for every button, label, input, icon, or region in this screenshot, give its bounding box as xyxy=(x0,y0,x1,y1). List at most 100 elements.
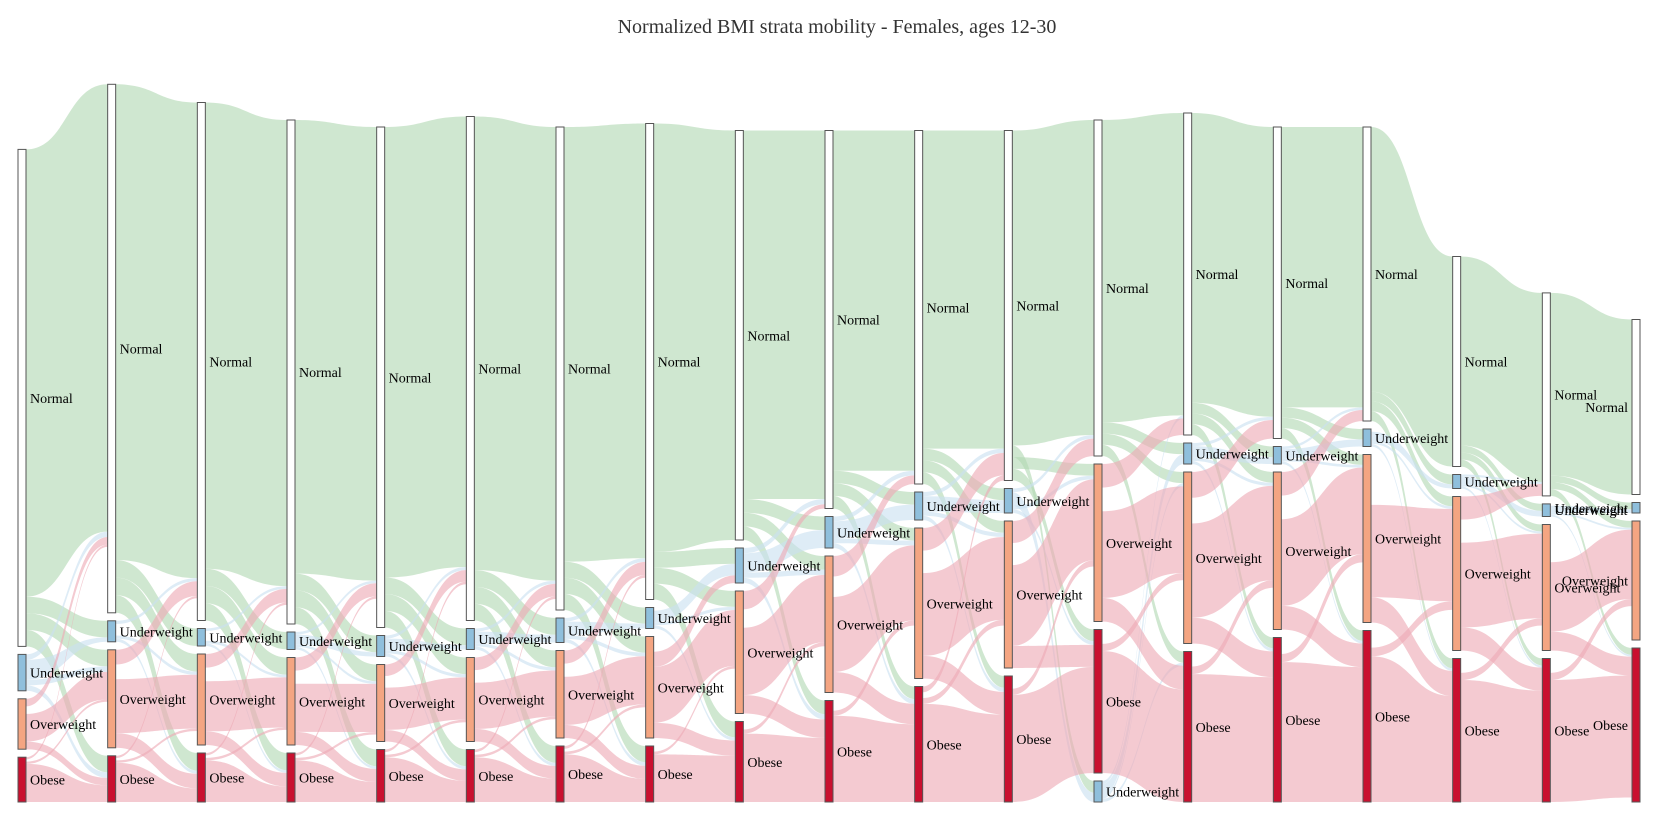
flow-obese-to-normal xyxy=(295,596,377,756)
flow-underweight-to-overweight xyxy=(384,650,467,678)
flow-normal-to-normal xyxy=(833,130,915,471)
flow-normal-to-overweight xyxy=(1550,482,1632,528)
node-underweight-col-0 xyxy=(17,653,27,692)
flow-obese-to-obese xyxy=(653,754,736,802)
flow-normal-to-normal xyxy=(1191,113,1274,417)
node-overweight-col-7 xyxy=(645,636,655,739)
flow-underweight-to-underweight xyxy=(1550,505,1632,513)
flow-underweight-to-normal xyxy=(564,558,646,622)
flow-overweight-to-obese xyxy=(564,724,646,779)
flow-obese-to-overweight xyxy=(653,665,736,755)
flow-overweight-to-normal xyxy=(205,588,287,668)
flow-obese-to-overweight xyxy=(1371,601,1453,657)
flow-underweight-to-underweight xyxy=(474,631,556,644)
label-underweight-col-7: Underweight xyxy=(658,612,731,627)
flow-obese-to-obese xyxy=(743,733,825,802)
flow-overweight-to-obese xyxy=(205,731,287,787)
flow-overweight-to-obese xyxy=(833,672,915,725)
flow-overweight-to-overweight xyxy=(295,683,377,733)
flow-underweight-to-underweight xyxy=(1371,431,1453,489)
flow-underweight-to-normal xyxy=(1102,415,1184,785)
flow-normal-to-underweight xyxy=(474,570,556,635)
flow-obese-to-overweight xyxy=(295,732,377,761)
node-obese-col-4 xyxy=(376,749,386,803)
flow-normal-to-overweight xyxy=(26,613,108,667)
label-normal-col-3: Normal xyxy=(299,366,342,381)
node-normal-col-0 xyxy=(17,148,27,647)
label-underweight-col-0: Underweight xyxy=(30,667,103,682)
label-normal-col-9: Normal xyxy=(837,314,880,329)
node-underweight-col-16 xyxy=(1452,474,1462,489)
label-overweight-col-1: Overweight xyxy=(120,693,186,708)
flow-underweight-to-overweight xyxy=(26,666,108,686)
flow-obese-to-obese xyxy=(1102,651,1184,802)
node-obese-col-13 xyxy=(1183,651,1193,803)
label-obese-col-3: Obese xyxy=(299,772,334,787)
flow-obese-to-obese xyxy=(474,757,556,802)
flow-normal-to-normal xyxy=(26,84,108,597)
label-normal-col-13: Normal xyxy=(1196,268,1239,283)
flow-normal-to-underweight xyxy=(1371,391,1453,485)
label-obese-col-16: Obese xyxy=(1465,724,1500,739)
flow-normal-to-normal xyxy=(1550,292,1632,495)
node-obese-col-9 xyxy=(824,700,834,803)
node-underweight-col-7 xyxy=(645,607,655,629)
node-normal-col-14 xyxy=(1272,126,1282,439)
flow-overweight-to-normal xyxy=(1102,418,1184,488)
flow-obese-to-overweight xyxy=(1191,580,1274,675)
flow-underweight-to-overweight xyxy=(1371,441,1453,509)
flow-underweight-to-normal xyxy=(205,586,287,632)
flow-normal-to-overweight xyxy=(295,590,377,682)
flow-underweight-to-normal xyxy=(1191,416,1274,447)
flow-overweight-to-obese xyxy=(653,722,736,756)
label-overweight-col-8: Overweight xyxy=(747,646,813,661)
flow-obese-to-obese xyxy=(1191,674,1274,802)
label-underweight-col-6: Underweight xyxy=(568,624,641,639)
flow-overweight-to-overweight xyxy=(205,677,287,732)
label-obese-col-2: Obese xyxy=(209,772,244,787)
flow-overweight-to-obese xyxy=(474,728,556,779)
node-overweight-col-2 xyxy=(196,653,206,746)
flow-obese-to-overweight xyxy=(474,716,556,758)
flow-underweight-to-underweight xyxy=(295,634,377,657)
node-overweight-col-16 xyxy=(1452,496,1462,651)
node-overweight-col-10 xyxy=(914,527,924,679)
flow-underweight-to-normal xyxy=(922,448,1005,497)
flow-normal-to-overweight xyxy=(833,483,915,541)
node-obese-col-10 xyxy=(914,686,924,803)
flow-obese-to-normal xyxy=(384,581,467,753)
label-obese-col-13: Obese xyxy=(1196,721,1231,736)
flow-overweight-to-obese xyxy=(743,695,825,738)
node-obese-col-3 xyxy=(286,752,296,803)
flow-normal-to-normal xyxy=(653,123,736,552)
flow-underweight-to-overweight xyxy=(205,640,287,678)
flow-overweight-to-overweight xyxy=(922,536,1005,656)
label-underweight-col-13: Underweight xyxy=(1196,448,1269,463)
node-obese-col-14 xyxy=(1272,637,1282,803)
flow-obese-to-normal xyxy=(564,575,646,749)
flow-overweight-to-normal xyxy=(564,561,646,664)
node-obese-col-8 xyxy=(734,721,744,803)
flow-underweight-to-normal xyxy=(295,580,377,635)
label-normal-col-17: Normal xyxy=(1554,388,1597,403)
flow-normal-to-underweight xyxy=(743,499,825,531)
node-normal-col-4 xyxy=(376,126,386,628)
node-obese-col-12 xyxy=(1093,629,1103,774)
flow-obese-to-overweight xyxy=(26,699,108,764)
flow-obese-to-normal xyxy=(115,596,198,759)
node-underweight-col-8 xyxy=(734,547,744,584)
label-underweight-col-1: Underweight xyxy=(120,625,193,640)
flow-overweight-to-overweight xyxy=(1371,504,1453,602)
flow-overweight-to-overweight xyxy=(653,610,736,723)
flow-obese-to-obese xyxy=(922,703,1005,802)
flow-underweight-to-normal xyxy=(743,499,825,554)
flow-normal-to-underweight xyxy=(564,561,646,624)
flow-normal-to-normal xyxy=(115,84,198,579)
flow-underweight-to-underweight xyxy=(26,637,108,680)
label-obese-col-5: Obese xyxy=(478,770,513,785)
node-normal-col-13 xyxy=(1183,112,1193,436)
label-normal-col-6: Normal xyxy=(568,363,611,378)
flow-normal-to-underweight xyxy=(833,470,915,505)
flow-obese-to-normal xyxy=(474,596,556,753)
node-obese-col-17 xyxy=(1541,658,1551,803)
